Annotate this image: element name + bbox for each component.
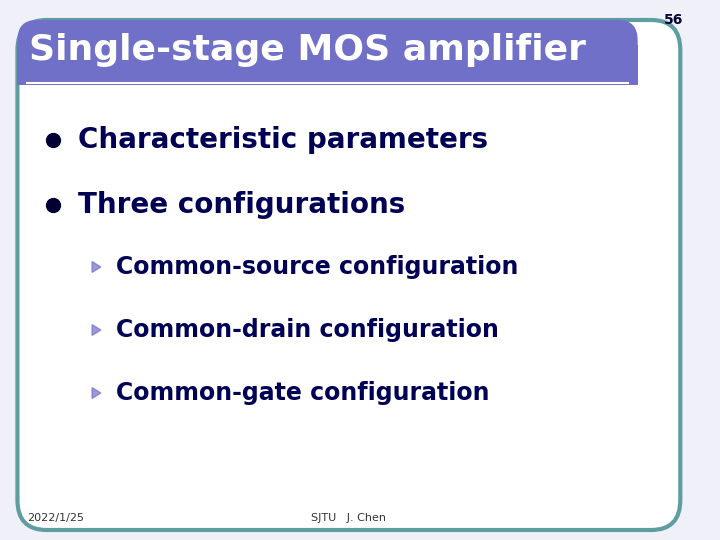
Text: SJTU   J. Chen: SJTU J. Chen <box>311 513 387 523</box>
Text: 2022/1/25: 2022/1/25 <box>27 513 84 523</box>
Text: Three configurations: Three configurations <box>78 191 405 219</box>
FancyBboxPatch shape <box>17 20 680 530</box>
Text: Common-gate configuration: Common-gate configuration <box>117 381 490 405</box>
Polygon shape <box>92 325 101 335</box>
Text: Common-drain configuration: Common-drain configuration <box>117 318 499 342</box>
Text: 56: 56 <box>664 13 683 27</box>
Text: Single-stage MOS amplifier: Single-stage MOS amplifier <box>29 33 586 67</box>
Text: Common-source configuration: Common-source configuration <box>117 255 518 279</box>
FancyBboxPatch shape <box>17 20 638 85</box>
Polygon shape <box>92 261 101 272</box>
Bar <box>17 45 638 85</box>
Polygon shape <box>92 388 101 399</box>
Text: Characteristic parameters: Characteristic parameters <box>78 126 487 154</box>
